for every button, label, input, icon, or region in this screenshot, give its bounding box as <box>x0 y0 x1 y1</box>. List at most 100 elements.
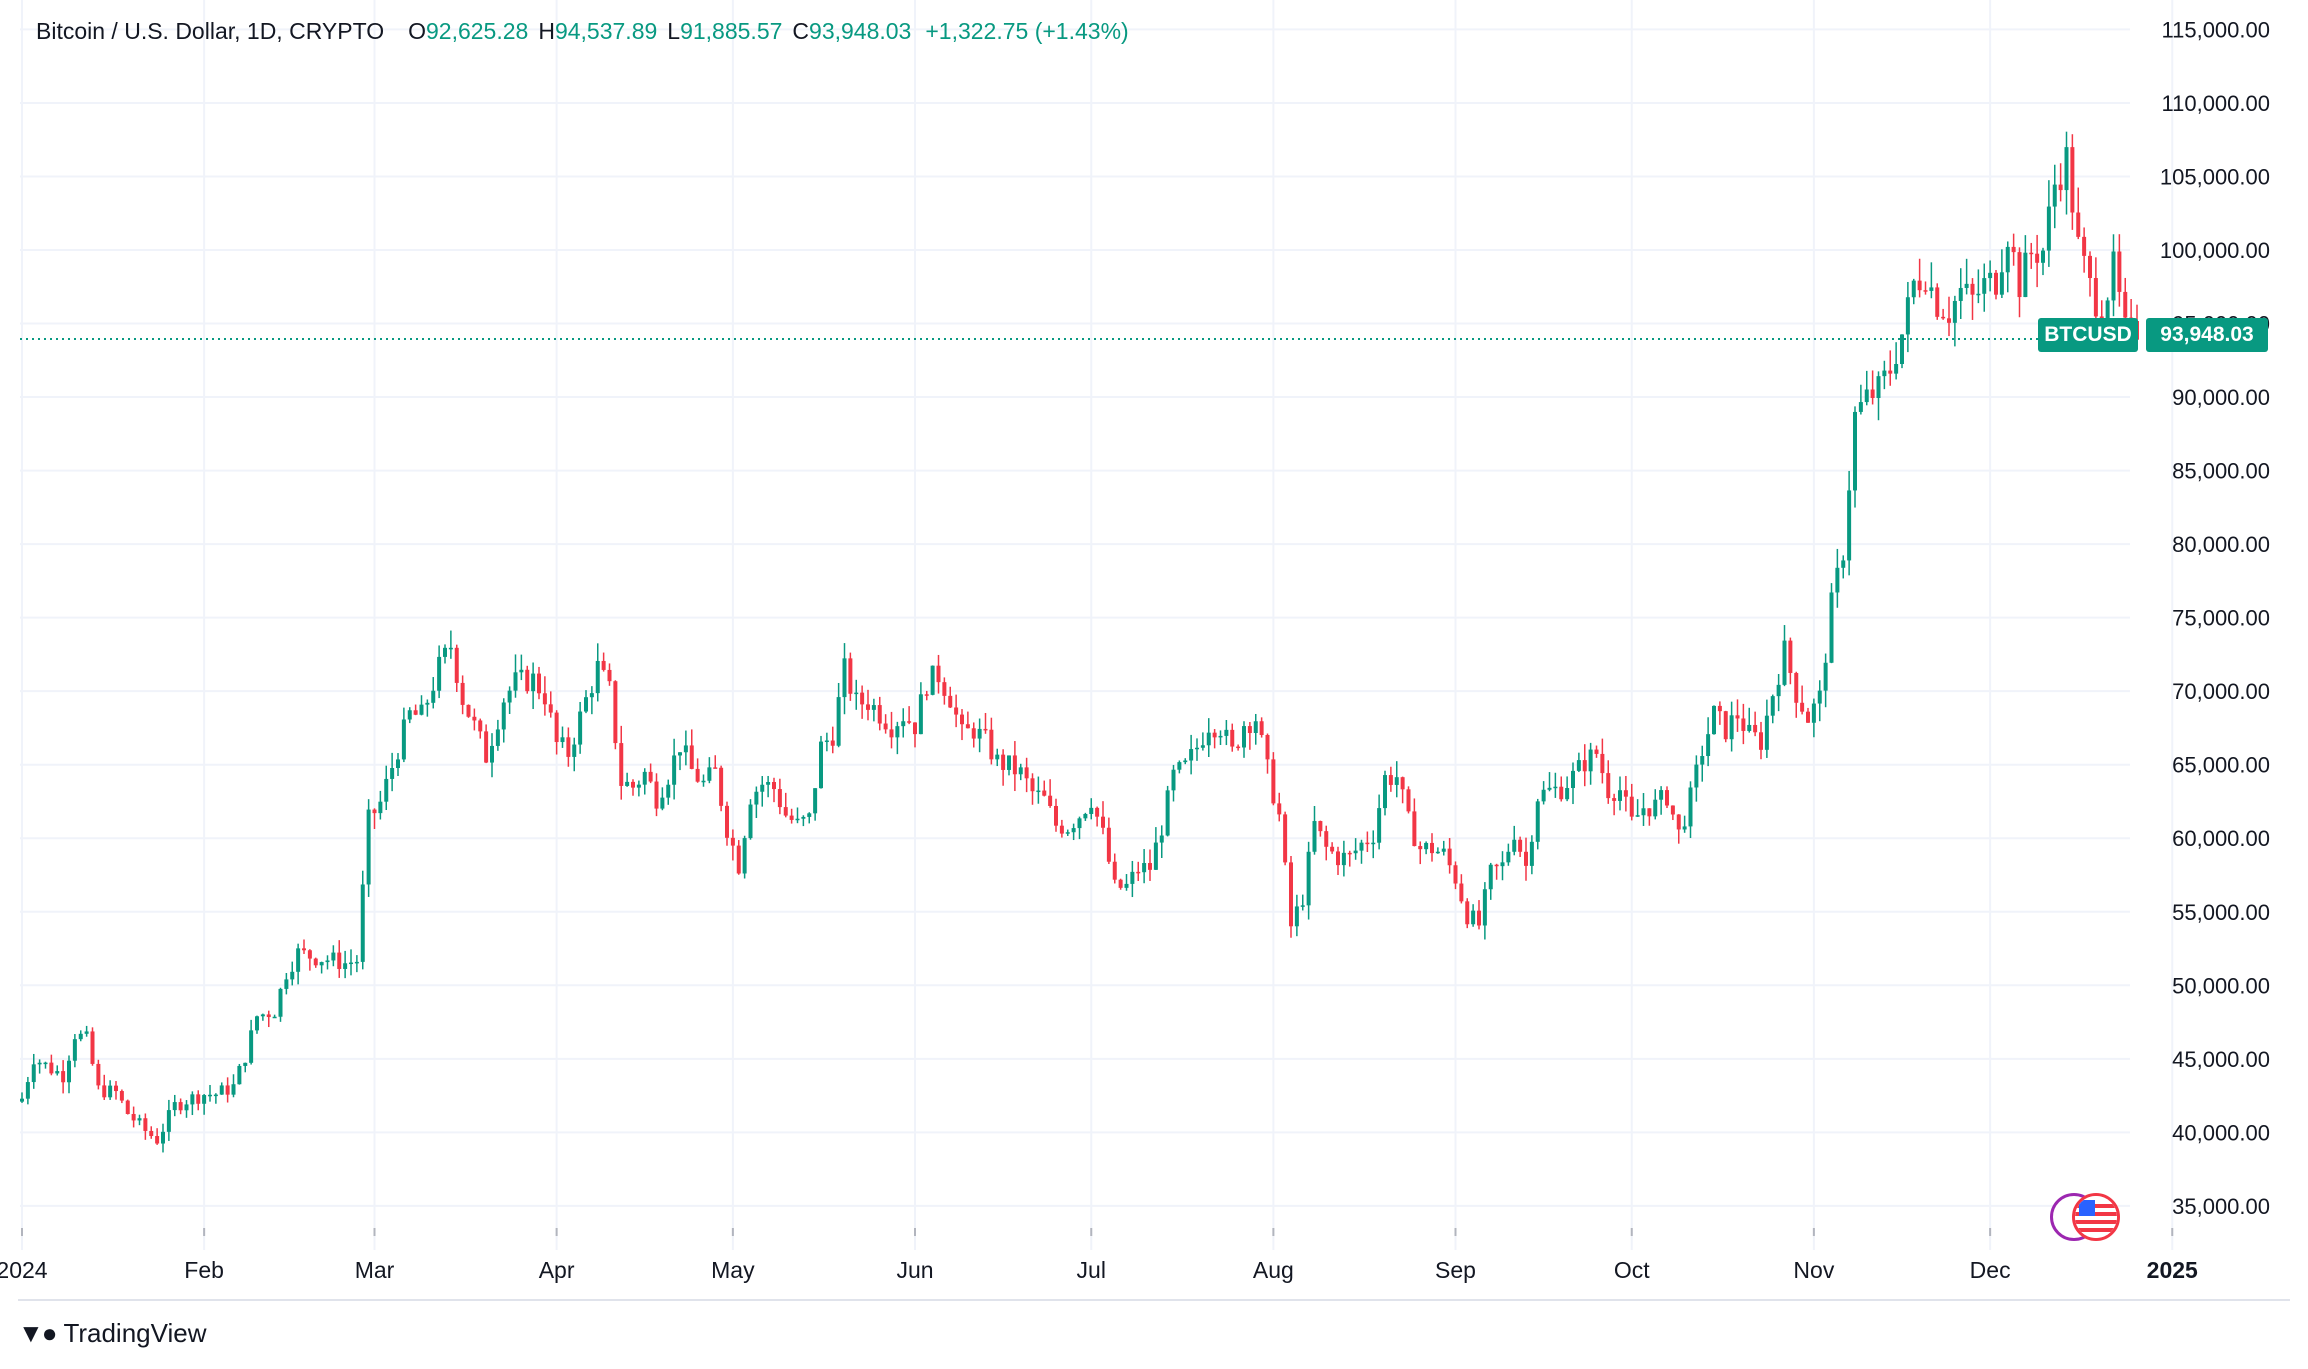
candle-body <box>472 716 477 721</box>
candle-body <box>895 726 900 738</box>
candle-body <box>1970 283 1975 295</box>
candle-body <box>1377 808 1382 843</box>
candle-body <box>1524 851 1528 866</box>
candle-body <box>1030 778 1035 792</box>
candle-body <box>1318 821 1323 832</box>
legend-header: Bitcoin / U.S. Dollar, 1D, CRYPTO O 92,62… <box>36 14 1129 48</box>
candle-body <box>1753 724 1758 733</box>
us-flag-icon[interactable] <box>2072 1193 2120 1241</box>
candle-body <box>1635 815 1640 817</box>
candle-body <box>178 1102 183 1111</box>
candle-body <box>1294 906 1299 927</box>
candle-body <box>1383 775 1387 809</box>
candle-body <box>813 788 818 814</box>
candle-body <box>1365 842 1370 845</box>
candle-body <box>595 660 600 694</box>
candle-body <box>419 704 424 715</box>
candle-body <box>1806 711 1810 723</box>
candle-body <box>954 707 959 715</box>
candle-body <box>1412 811 1417 847</box>
candle-body <box>20 1098 24 1102</box>
candle-body <box>1394 777 1399 785</box>
y-tick-label: 55,000.00 <box>2172 900 2270 925</box>
candle-body <box>43 1062 48 1065</box>
candle-body <box>202 1095 207 1104</box>
candle-body <box>1265 734 1270 760</box>
candle-body <box>1735 715 1740 719</box>
candle-body <box>137 1118 142 1121</box>
candle-body <box>119 1091 124 1101</box>
y-tick-label: 40,000.00 <box>2172 1120 2270 1145</box>
y-tick-label: 35,000.00 <box>2172 1194 2270 1219</box>
x-tick-label: May <box>711 1257 755 1283</box>
candle-body <box>989 729 994 760</box>
candle-body <box>913 722 917 735</box>
candle-body <box>2035 253 2040 263</box>
candle-body <box>1118 879 1123 888</box>
x-tick-label: Oct <box>1614 1257 1650 1283</box>
candle-body <box>1200 745 1205 748</box>
close-label: C <box>792 17 810 44</box>
candle-body <box>1653 799 1658 817</box>
candle-body <box>1529 841 1534 866</box>
candle-body <box>801 816 806 819</box>
candle-body <box>1629 796 1634 817</box>
candle-body <box>1136 871 1141 874</box>
y-tick-label: 115,000.00 <box>2162 17 2270 42</box>
candle-body <box>830 740 835 746</box>
x-tick-label: Jul <box>1077 1257 1106 1283</box>
price-axis[interactable]: 35,000.00 40,000.00 45,000.00 50,000.00 55,0… <box>2160 17 2270 1218</box>
candle-body <box>102 1085 107 1098</box>
candle-body <box>84 1031 89 1034</box>
candle-body <box>819 741 823 789</box>
tradingview-logo-icon: ▼● <box>18 1317 57 1348</box>
candle-body <box>2023 252 2028 298</box>
candle-body <box>1236 746 1241 749</box>
candle-body <box>948 695 953 708</box>
candle-body <box>290 971 295 980</box>
candle-body <box>584 697 588 712</box>
candle-body <box>61 1071 66 1083</box>
candle-body <box>349 962 353 965</box>
candle-body <box>1212 732 1217 738</box>
candle-body <box>184 1104 189 1111</box>
y-tick-label: 80,000.00 <box>2172 532 2270 557</box>
close-value: 93,948.03 <box>809 17 912 44</box>
candle-body <box>1224 729 1229 736</box>
candle-body <box>260 1014 265 1017</box>
candle-body <box>1747 724 1752 731</box>
time-axis[interactable]: 2024 Feb Mar Apr May Jun Jul Aug Sep Oct Nov Dec 202… <box>0 1228 2198 1283</box>
open-label: O <box>408 17 426 44</box>
candle-body <box>2117 251 2122 292</box>
candle-body <box>413 710 418 715</box>
candle-body <box>1406 789 1411 812</box>
candle-body <box>1388 775 1393 785</box>
candle-body <box>766 782 771 785</box>
tradingview-brand[interactable]: ▼● TradingView <box>18 1316 207 1350</box>
candle-body <box>1888 370 1893 374</box>
candle-body <box>1289 862 1293 927</box>
candle-body <box>1676 814 1681 830</box>
candle-body <box>1001 754 1006 770</box>
candle-body <box>172 1102 177 1111</box>
candle-body <box>1353 850 1358 854</box>
candle-body <box>918 694 923 735</box>
candle-body <box>325 960 330 963</box>
candle-body <box>995 754 1000 760</box>
candle-body <box>1741 718 1746 731</box>
candle-body <box>302 948 306 951</box>
candle-body <box>354 961 359 964</box>
x-tick-label: 2025 <box>2147 1257 2198 1283</box>
candle-body <box>1165 790 1170 836</box>
candle-body <box>196 1094 201 1104</box>
candle-body <box>1071 828 1076 833</box>
candle-body <box>225 1085 230 1095</box>
candle-body <box>2058 184 2063 191</box>
candle-body <box>125 1100 130 1114</box>
open-value: 92,625.28 <box>426 17 529 44</box>
candle-body <box>213 1094 218 1097</box>
symbol-title[interactable]: Bitcoin / U.S. Dollar, 1D, CRYPTO <box>36 17 385 44</box>
candle-body <box>689 745 694 769</box>
candle-body <box>1712 705 1716 735</box>
